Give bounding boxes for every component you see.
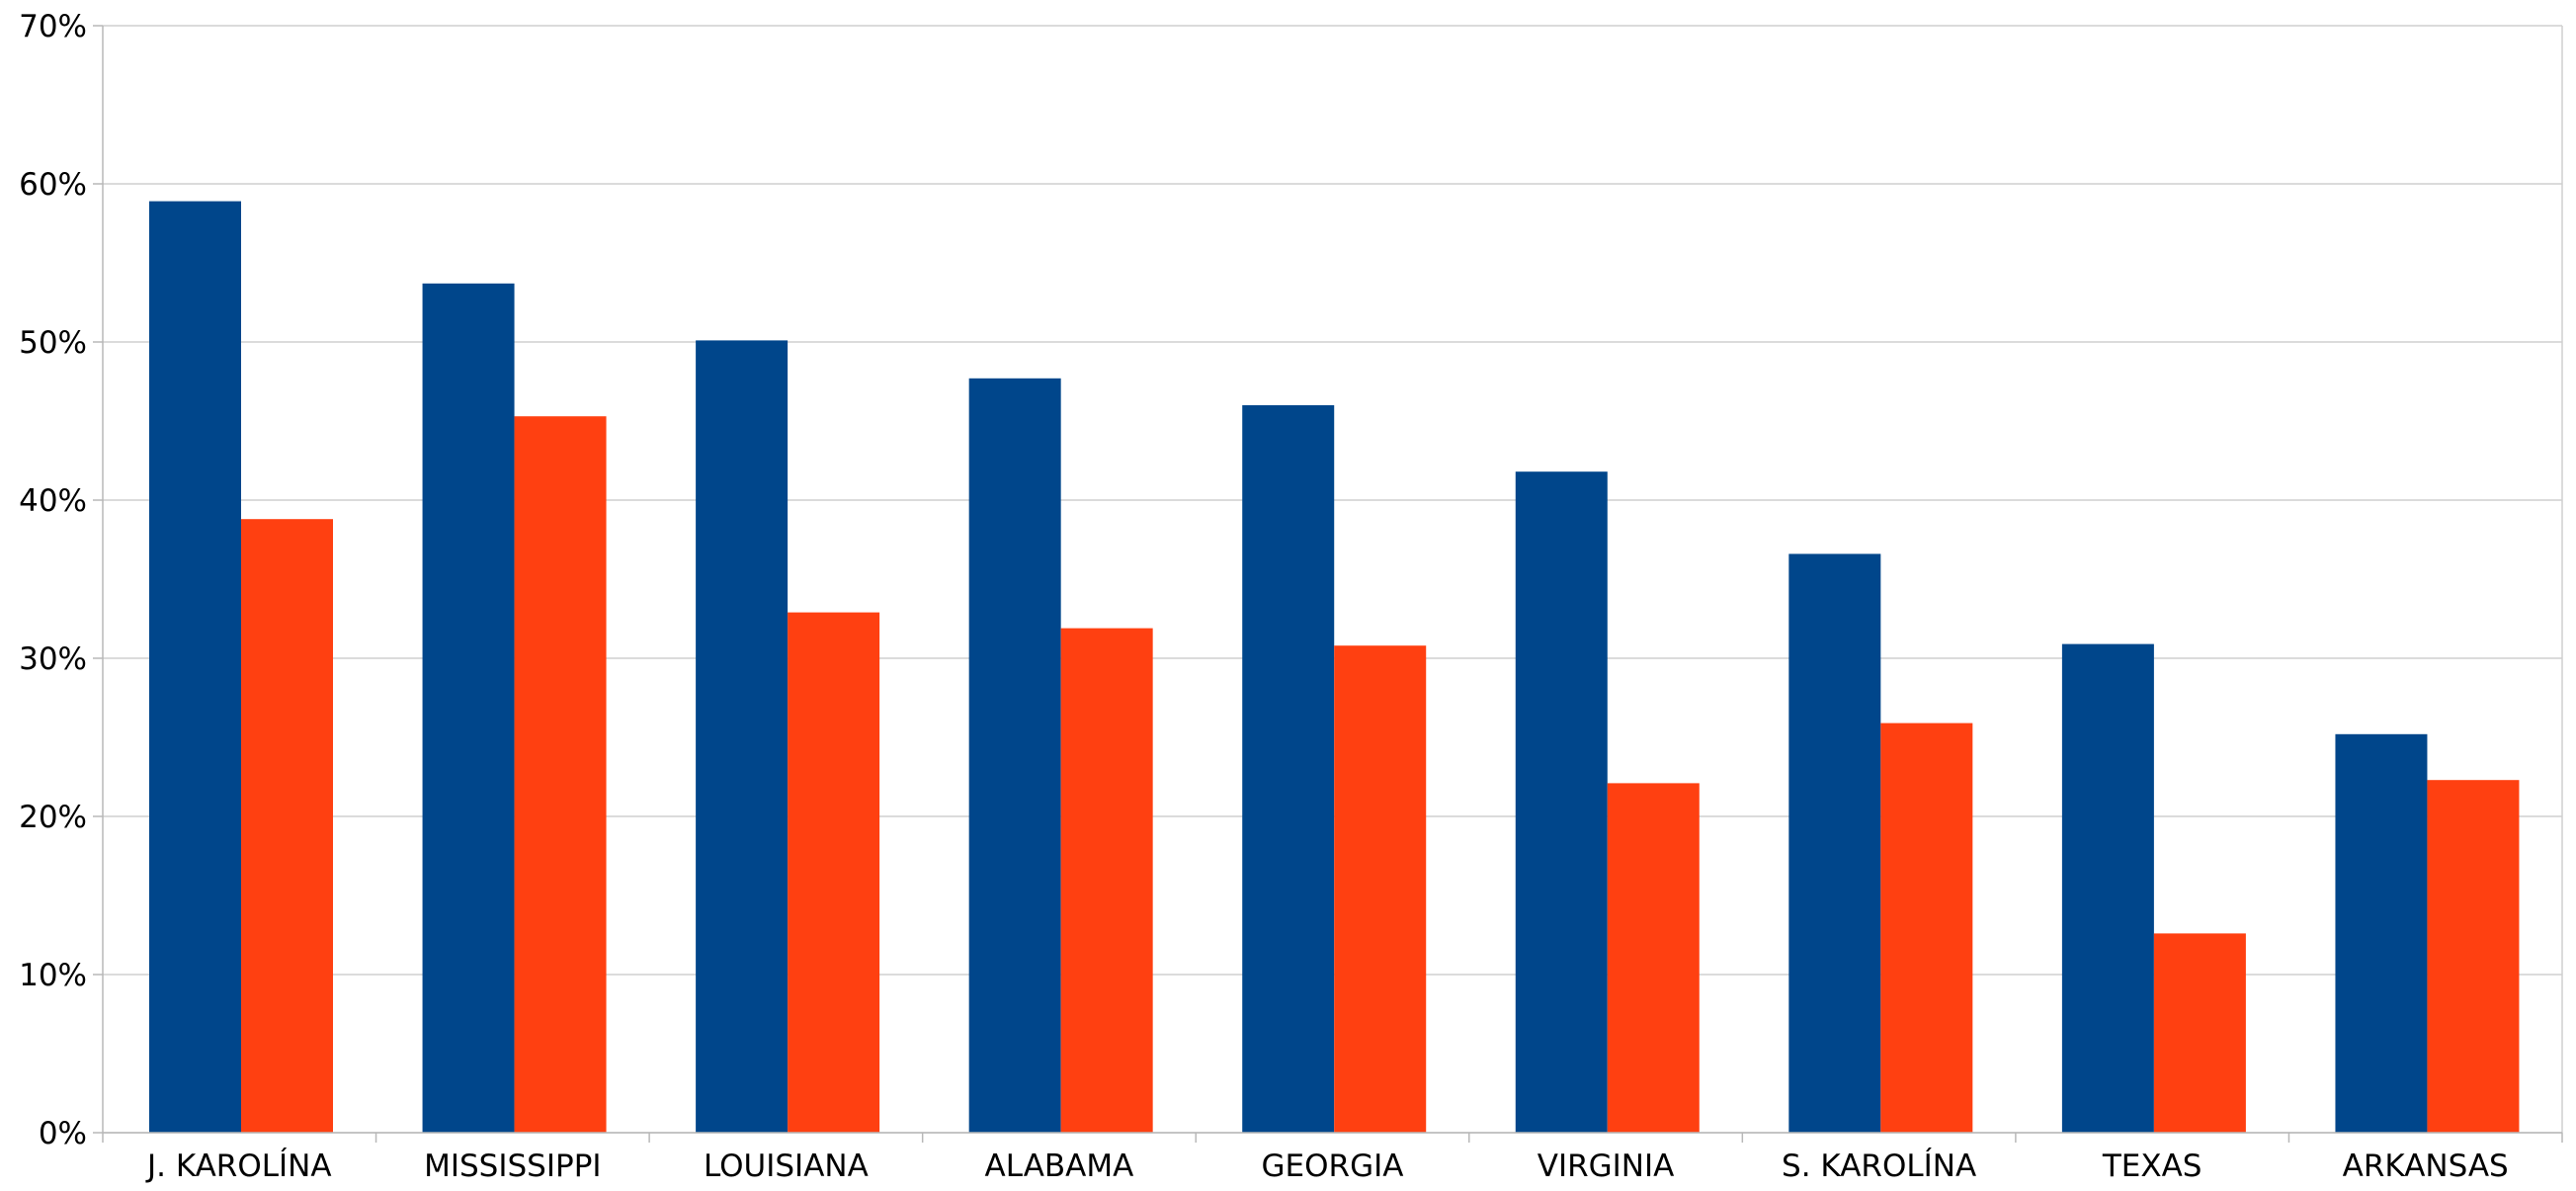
x-axis: J. KAROLÍNA MISSISSIPPI LOUISIANA ALABAMA GE… <box>102 1132 2563 1184</box>
category-label: MISSISSIPPI <box>424 1148 601 1184</box>
y-tick-label: 20% <box>19 800 87 835</box>
y-tick-label: 50% <box>19 325 87 361</box>
y-tick-label: 0% <box>39 1116 87 1151</box>
bar-series-2-2 <box>788 612 880 1133</box>
bar-series-1-8 <box>2335 733 2428 1133</box>
bar-series-2-3 <box>1060 628 1153 1133</box>
y-tick-label: 30% <box>19 641 87 677</box>
bar-series-1-7 <box>2061 643 2154 1133</box>
bar-series-2-8 <box>2427 780 2520 1133</box>
y-axis-ticks: 0% 10% 20% 30% 40% 50% 60% 70% <box>19 9 103 1151</box>
bar-series-2-5 <box>1607 783 1700 1133</box>
y-tick-label: 10% <box>19 958 87 993</box>
category-label: TEXAS <box>2102 1148 2202 1184</box>
bar-series-1-6 <box>1788 553 1881 1133</box>
y-tick-label: 70% <box>19 9 87 44</box>
bar-series-2-6 <box>1880 723 1973 1133</box>
category-label: ARKANSAS <box>2343 1148 2509 1184</box>
category-label: LOUISIANA <box>704 1148 869 1184</box>
bar-series-1-2 <box>696 340 789 1133</box>
bar-series-1-5 <box>1515 471 1608 1133</box>
bars <box>149 201 2520 1134</box>
bar-series-1-0 <box>149 201 241 1134</box>
bar-series-2-7 <box>2153 933 2246 1133</box>
bar-series-1-1 <box>422 283 515 1133</box>
category-label: GEORGIA <box>1262 1148 1404 1184</box>
category-label: ALABAMA <box>985 1148 1134 1184</box>
category-label: S. KAROLÍNA <box>1782 1148 1976 1184</box>
y-tick-label: 60% <box>19 167 87 203</box>
category-label: VIRGINIA <box>1537 1148 1675 1184</box>
y-tick-label: 40% <box>19 483 87 519</box>
bar-series-2-4 <box>1334 645 1427 1133</box>
bar-series-2-1 <box>514 416 607 1133</box>
category-label: J. KAROLÍNA <box>145 1148 332 1184</box>
bar-series-2-0 <box>241 519 333 1133</box>
bar-series-1-3 <box>968 378 1061 1133</box>
bar-series-1-4 <box>1242 405 1335 1133</box>
